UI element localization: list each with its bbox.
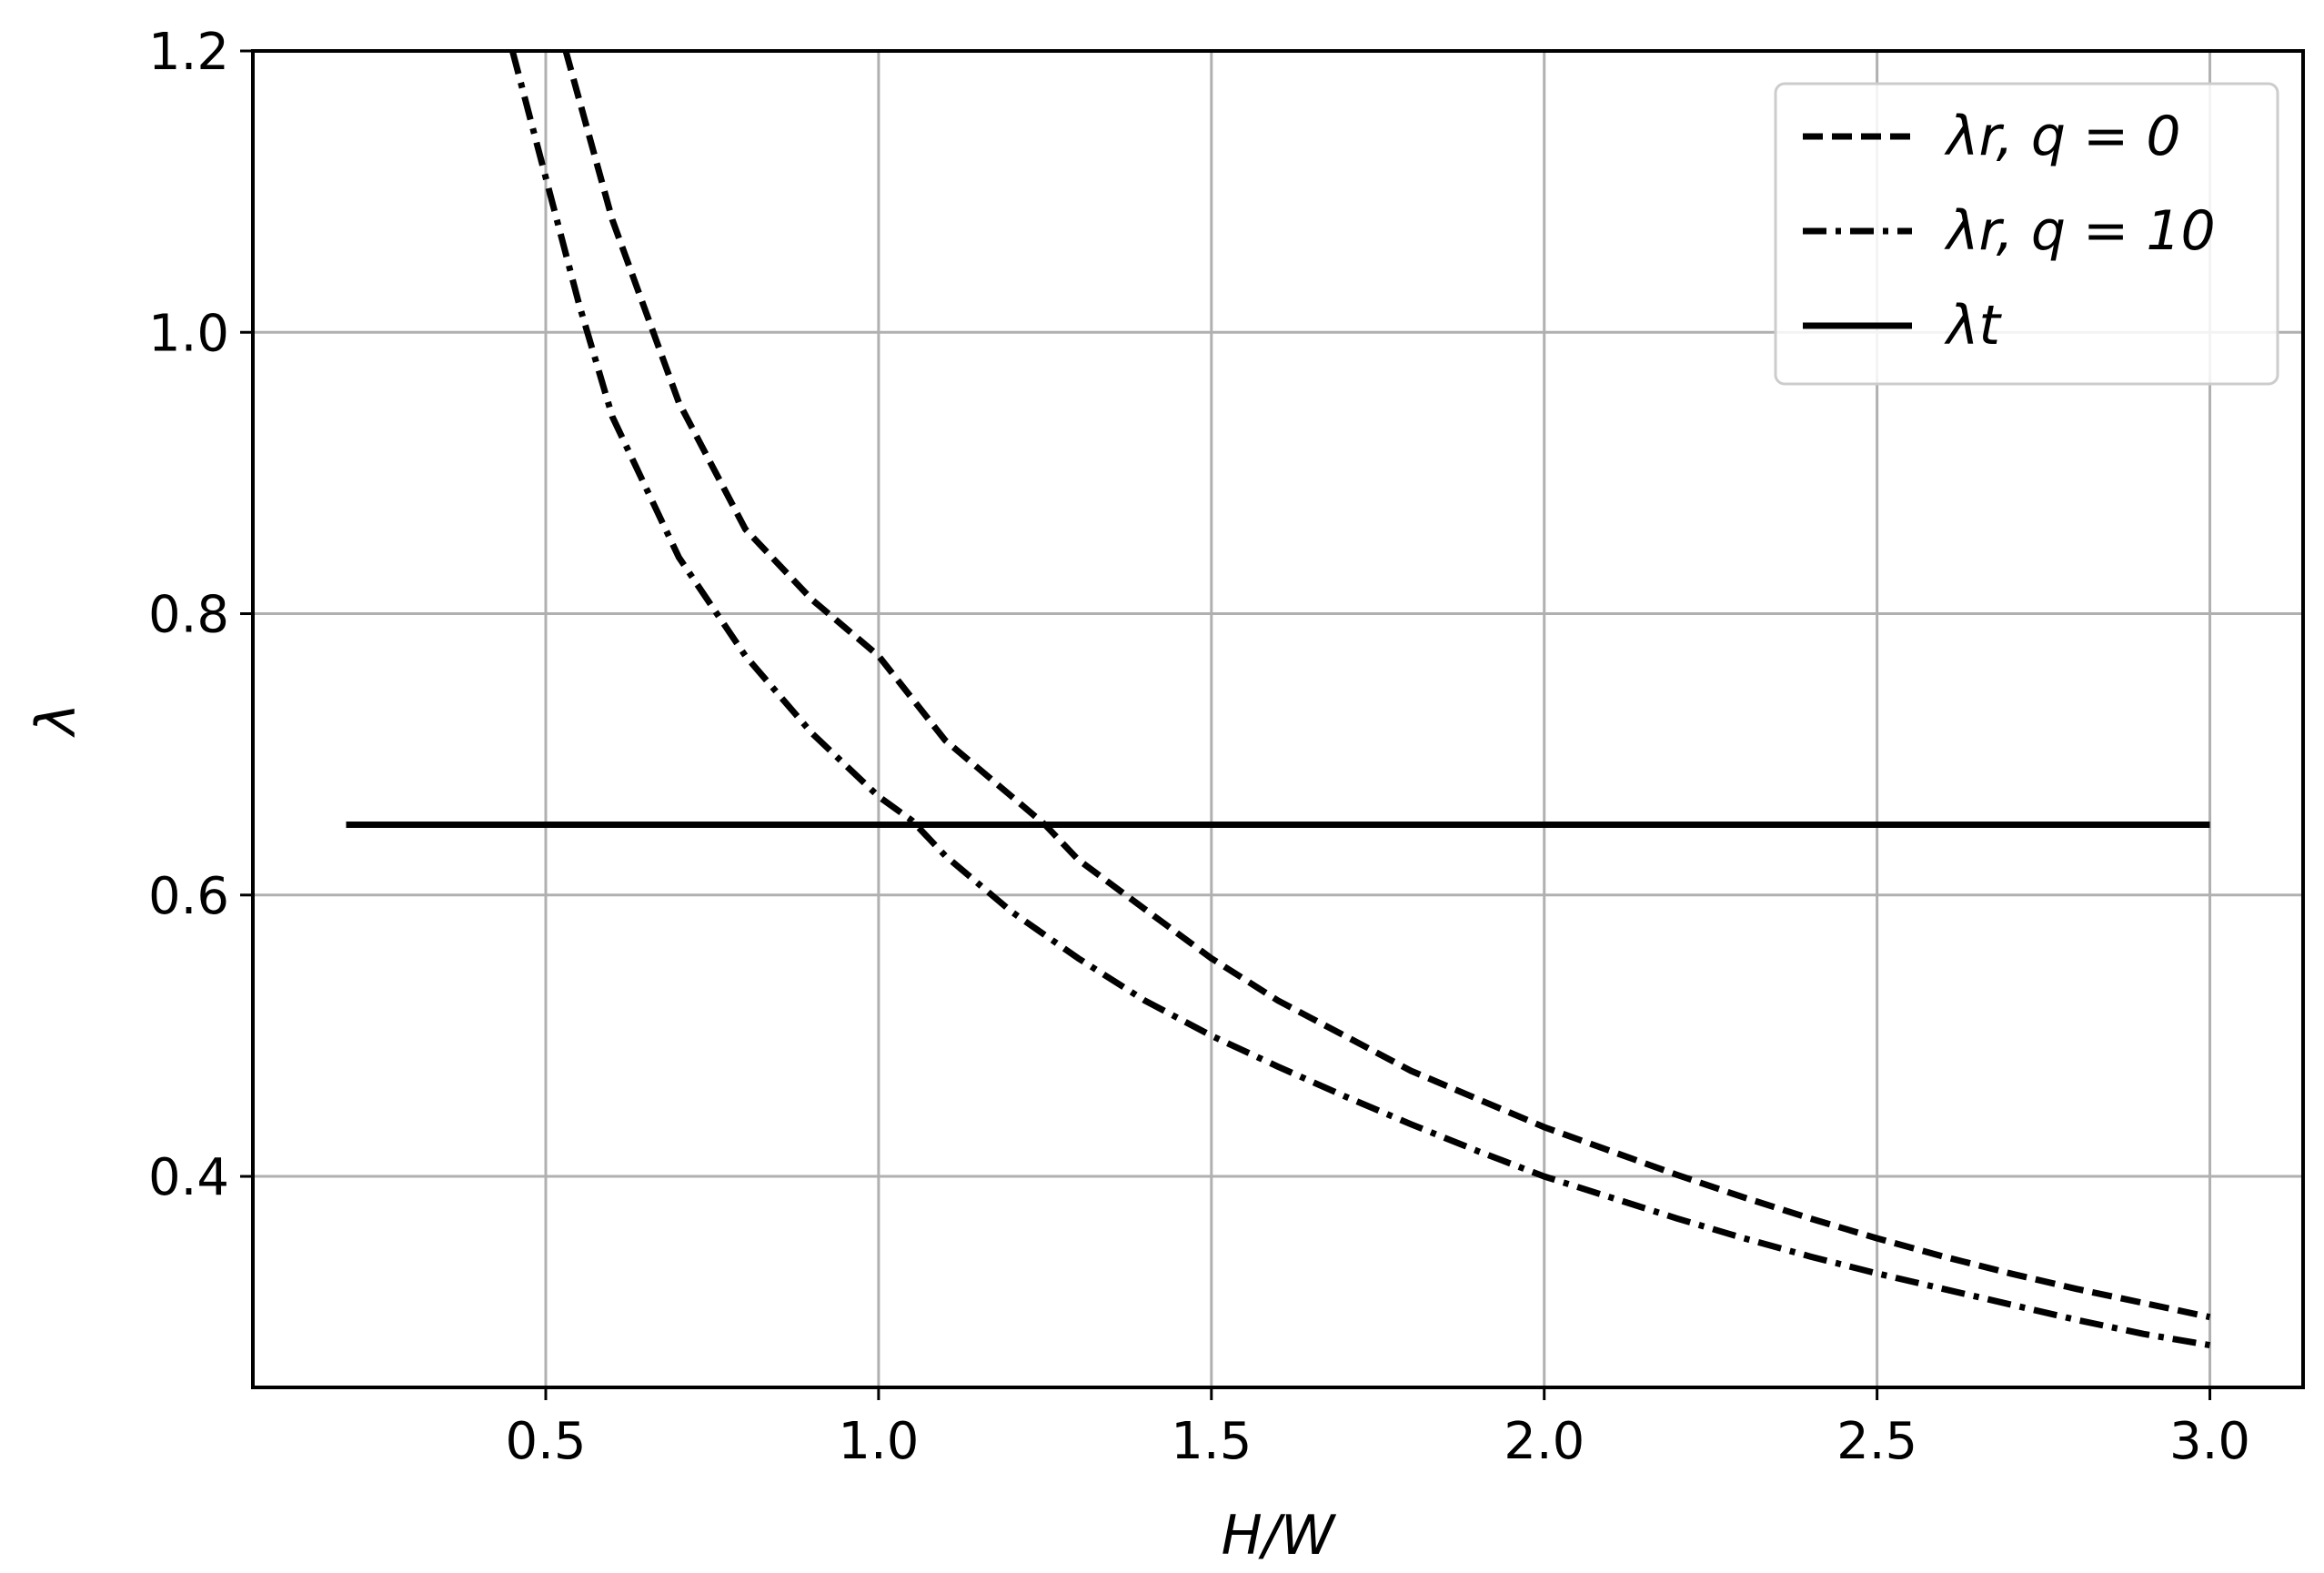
y-tick-label: 1.0 (148, 304, 229, 363)
series-line-1 (509, 50, 2211, 1349)
x-tick-label: 2.5 (1836, 1412, 1917, 1471)
x-axis-label: H/W (1222, 1504, 1337, 1568)
x-tick-label: 1.0 (838, 1412, 919, 1471)
y-tick-label: 1.2 (148, 23, 229, 82)
x-tick-label: 3.0 (2169, 1412, 2250, 1471)
y-tick-label: 0.4 (148, 1148, 229, 1207)
legend: λr, q = 0 λr, q = 10 λt (1774, 82, 2279, 386)
y-tick-label: 0.6 (148, 867, 229, 926)
legend-label-2: λt (1944, 294, 2003, 358)
y-tick-label: 0.8 (148, 586, 229, 645)
legend-label-1: λr, q = 10 (1944, 199, 2216, 263)
plot-frame (251, 49, 2305, 1389)
x-tick-label: 1.5 (1171, 1412, 1252, 1471)
x-tick-label: 2.0 (1504, 1412, 1585, 1471)
x-tick-label: 0.5 (505, 1412, 586, 1471)
legend-box (1774, 82, 2279, 386)
legend-label-0: λr, q = 0 (1944, 105, 2181, 168)
axis-ticks: 0.5 1.0 1.5 2.0 2.5 3.0 0.4 0.6 0.8 1.0 1.2 (148, 23, 2250, 1471)
series-lines (346, 50, 2211, 1349)
y-axis-label: λ (25, 703, 88, 739)
